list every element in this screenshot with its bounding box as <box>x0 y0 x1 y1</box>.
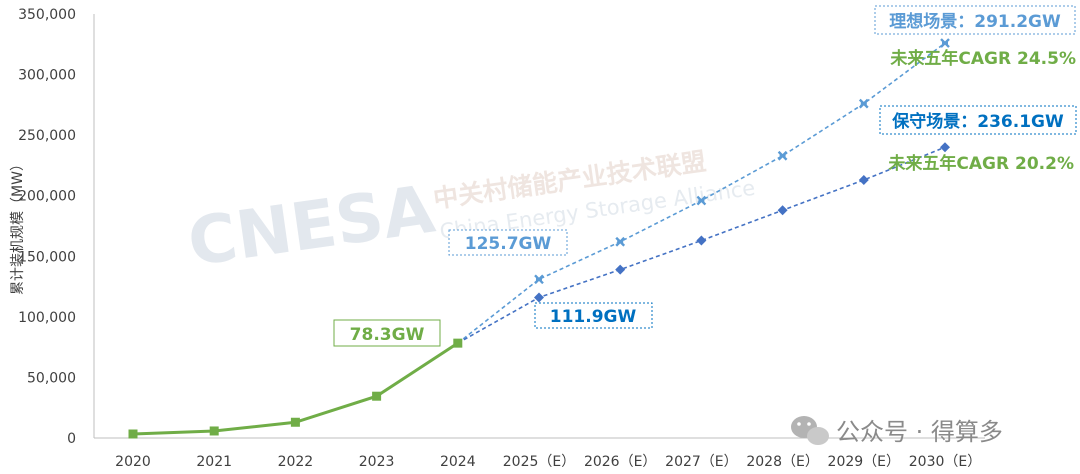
x-tick-label: 2027（E） <box>665 454 737 470</box>
data-point <box>858 98 869 109</box>
x-tick-label: 2029（E） <box>828 454 900 470</box>
data-point <box>615 236 626 247</box>
annotation-conservative-2025-text: 111.9GW <box>550 307 637 327</box>
data-point <box>777 205 788 216</box>
data-point <box>858 174 869 185</box>
y-tick-label: 250,000 <box>18 128 76 144</box>
x-tick-label: 2022 <box>278 454 314 470</box>
y-tick-label: 50,000 <box>27 370 76 386</box>
wechat-icon <box>791 416 829 445</box>
x-tick-label: 2026（E） <box>584 454 656 470</box>
y-tick-labels: 0 50,000 100,000 150,000 200,000 250,000 300,0… <box>18 7 76 447</box>
y-tick-label: 300,000 <box>18 68 76 84</box>
y-axis-label: 累计装机规模（MW） <box>10 157 26 295</box>
annotation-conservative-2030-text: 保守场景：236.1GW <box>891 111 1064 132</box>
annotation-ideal-2025-text: 125.7GW <box>465 234 552 254</box>
x-tick-label: 2021 <box>196 454 232 470</box>
footer: 公众号 · 得算多 <box>791 416 1003 446</box>
data-point <box>615 264 626 275</box>
data-point <box>372 391 382 401</box>
annotation-conservative-2025: 111.9GW <box>534 302 653 329</box>
annotation-conservative-cagr: 未来五年CAGR 20.2% <box>887 153 1074 174</box>
x-tick-label: 2028（E） <box>746 454 818 470</box>
x-tick-label: 2025（E） <box>503 454 575 470</box>
annotation-actual-2024-text: 78.3GW <box>350 325 425 345</box>
data-point <box>534 274 544 285</box>
y-tick-label: 200,000 <box>18 189 76 205</box>
data-point <box>290 417 300 427</box>
watermark-logo: CNESA <box>183 171 439 282</box>
y-tick-label: 100,000 <box>18 310 76 326</box>
data-point <box>534 292 544 303</box>
watermark: CNESA 中关村储能产业技术联盟 China Energy Storage A… <box>183 147 756 282</box>
x-tick-labels: 2020 2021 2022 2023 2024 2025（E） 2026（E） 2027（E… <box>115 454 981 470</box>
x-tick-label: 2020 <box>115 454 151 470</box>
x-tick-label: 2030（E） <box>909 454 981 470</box>
y-tick-label: 150,000 <box>18 249 76 265</box>
annotation-ideal-2025: 125.7GW <box>448 229 568 256</box>
data-point <box>453 338 463 348</box>
x-tick-label: 2023 <box>359 454 395 470</box>
x-tick-label: 2024 <box>440 454 476 470</box>
annotation-ideal-cagr: 未来五年CAGR 24.5% <box>889 48 1076 69</box>
annotation-ideal-2030: 理想场景：291.2GW <box>874 5 1076 35</box>
annotation-ideal-2030-text: 理想场景：291.2GW <box>889 11 1061 32</box>
data-point <box>777 150 788 161</box>
annotation-conservative-2030: 保守场景：236.1GW <box>879 105 1077 135</box>
series-layer <box>128 38 950 439</box>
annotation-actual-2024: 78.3GW <box>333 319 441 347</box>
data-point <box>696 235 707 246</box>
data-point <box>696 195 707 206</box>
data-point <box>128 429 138 439</box>
y-tick-label: 350,000 <box>18 7 76 23</box>
data-point <box>940 142 950 153</box>
footer-text: 公众号 · 得算多 <box>836 418 1003 446</box>
data-point <box>940 38 950 48</box>
data-point <box>209 426 219 436</box>
y-tick-label: 0 <box>67 431 76 447</box>
